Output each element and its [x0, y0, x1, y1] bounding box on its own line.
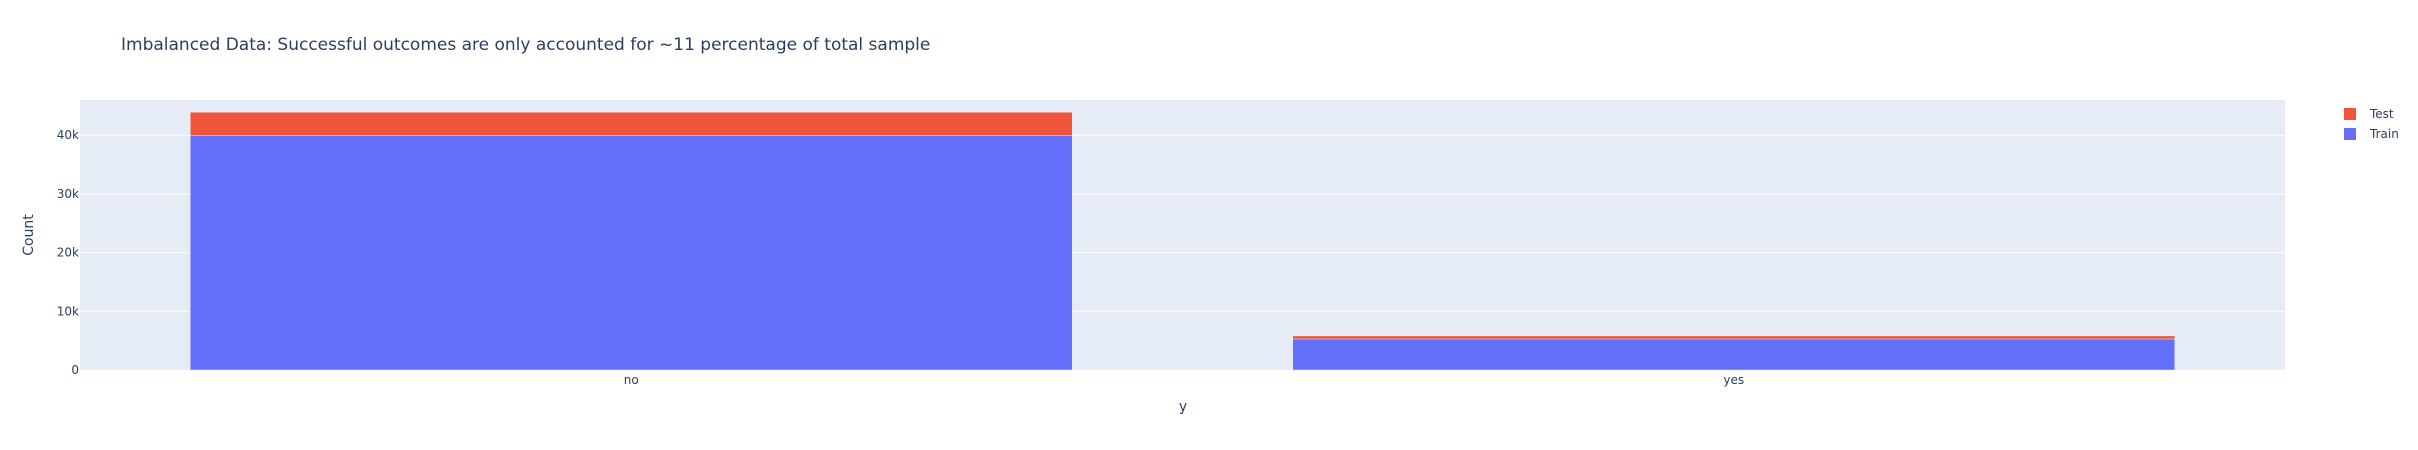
legend-label: Train: [2369, 127, 2399, 141]
x-axis-ticks: no yes: [624, 373, 1744, 387]
legend-swatch: [2344, 108, 2356, 120]
chart-title: Imbalanced Data: Successful outcomes are…: [121, 35, 930, 55]
legend-label: Test: [2369, 107, 2394, 121]
legend-item-test[interactable]: Test: [2344, 107, 2394, 121]
bar-train-no[interactable]: [190, 135, 1073, 371]
bar-test-no[interactable]: [190, 111, 1073, 136]
y-axis-title: Count: [21, 214, 37, 256]
y-tick-label: 30k: [57, 187, 79, 201]
bar-train-yes[interactable]: [1292, 338, 2175, 371]
y-tick-label: 20k: [57, 246, 79, 260]
y-tick-label: 10k: [57, 304, 79, 318]
bar-test-yes[interactable]: [1292, 335, 2175, 340]
x-tick-label: yes: [1723, 373, 1744, 387]
x-axis-title: y: [1179, 399, 1187, 415]
y-axis-ticks: 0 10k 20k 30k 40k: [57, 128, 79, 377]
legend-item-train[interactable]: Train: [2344, 127, 2399, 141]
x-tick-label: no: [624, 373, 639, 387]
y-tick-label: 40k: [57, 128, 79, 142]
bars: [190, 111, 2175, 371]
legend: Test Train: [2344, 107, 2399, 141]
legend-swatch: [2344, 128, 2356, 140]
y-tick-label: 0: [71, 363, 79, 377]
